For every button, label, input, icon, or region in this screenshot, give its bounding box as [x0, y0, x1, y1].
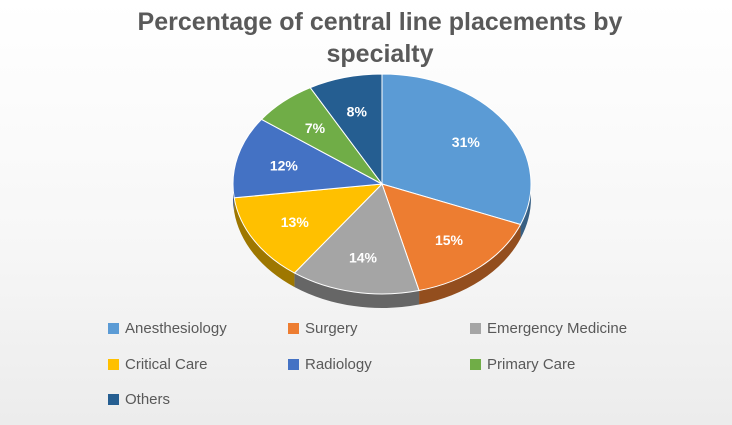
legend-swatch	[288, 323, 299, 334]
legend-item-radiology: Radiology	[288, 356, 372, 373]
legend-item-surgery: Surgery	[288, 320, 358, 337]
legend-item-primary-care: Primary Care	[470, 356, 575, 373]
legend: Anesthesiology Surgery Emergency Medicine C…	[108, 320, 627, 408]
legend-swatch	[108, 359, 119, 370]
pie-side-critical-care	[234, 197, 295, 287]
pie-slice-critical-care	[233, 183, 384, 274]
data-label-primary-care: 7%	[305, 120, 326, 136]
chart-title-line-2: specialty	[326, 40, 433, 68]
legend-label: Anesthesiology	[125, 320, 227, 337]
legend-item-others: Others	[108, 391, 170, 408]
chart-title-line-1: Percentage of central line placements by	[138, 8, 623, 36]
pie-slice-others	[309, 73, 383, 186]
legend-label: Others	[125, 391, 170, 408]
pie-side-surgery	[419, 224, 521, 305]
legend-swatch	[108, 394, 119, 405]
data-label-anesthesiology: 31%	[452, 134, 481, 150]
pie-slice-anesthesiology	[381, 73, 532, 226]
pie-side-anesthesiology	[520, 184, 531, 239]
legend-item-emergency-medicine: Emergency Medicine	[470, 320, 627, 337]
legend-label: Primary Care	[487, 356, 575, 373]
pie-slice-surgery	[381, 183, 522, 292]
data-label-surgery: 15%	[435, 232, 464, 248]
legend-item-anesthesiology: Anesthesiology	[108, 320, 227, 337]
legend-label: Critical Care	[125, 356, 208, 373]
legend-label: Emergency Medicine	[487, 320, 627, 337]
pie-side-emergency-medicine	[294, 272, 420, 308]
pie-slice-emergency-medicine	[293, 183, 420, 295]
data-label-others: 8%	[347, 104, 368, 120]
legend-item-critical-care: Critical Care	[108, 356, 208, 373]
legend-swatch	[470, 359, 481, 370]
legend-swatch	[470, 323, 481, 334]
data-label-radiology: 12%	[270, 157, 299, 173]
pie-slice-radiology	[232, 118, 384, 199]
data-label-emergency-medicine: 14%	[349, 249, 378, 265]
pie-plot: 31% 15% 14% 13% 12% 7% 8%	[232, 73, 532, 308]
data-label-critical-care: 13%	[281, 214, 310, 230]
legend-swatch	[288, 359, 299, 370]
legend-label: Surgery	[305, 320, 358, 337]
legend-label: Radiology	[305, 356, 372, 373]
legend-swatch	[108, 323, 119, 334]
